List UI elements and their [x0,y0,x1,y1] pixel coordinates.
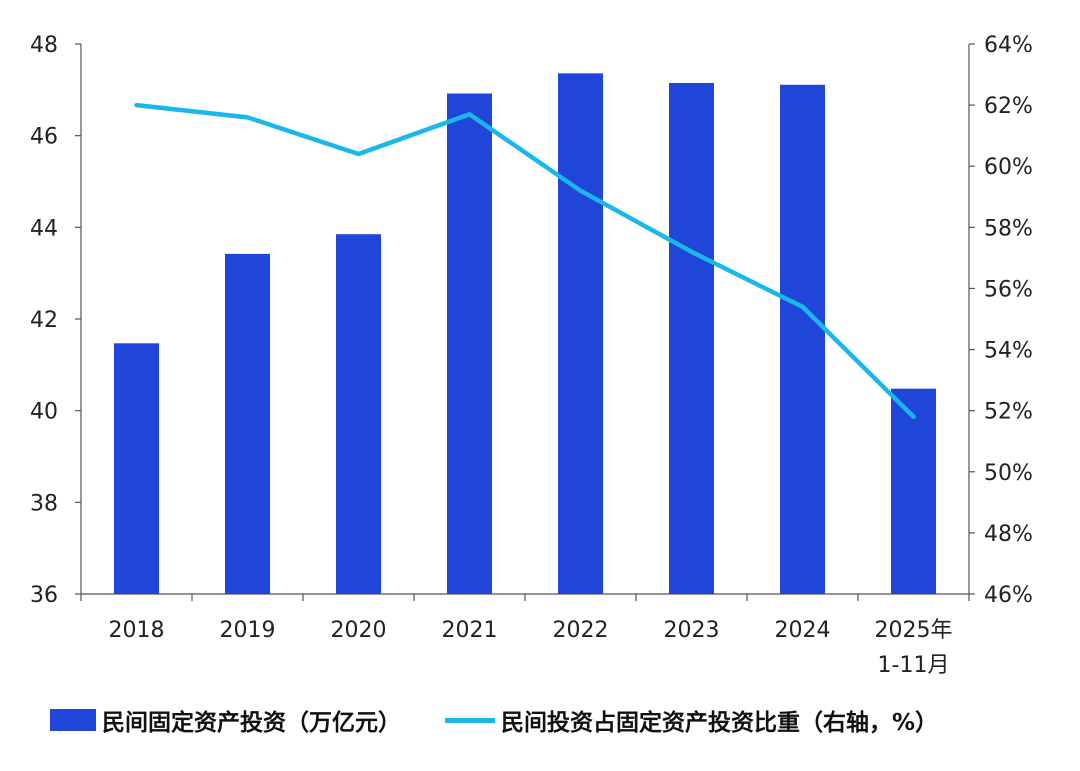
left-tick-label: 48 [30,33,58,58]
left-tick-label: 42 [30,308,58,333]
bar [780,84,825,595]
right-tick-label: 62% [984,94,1033,119]
left-tick-label: 40 [30,400,58,425]
right-tick-label: 54% [984,339,1033,364]
line-series [134,102,916,420]
bar [225,253,270,594]
bar [336,234,381,595]
x-tick-label: 2019 [220,618,276,643]
right-tick-label: 58% [984,216,1033,241]
bar [558,73,603,595]
legend: 民间固定资产投资（万亿元） 民间投资占固定资产投资比重（右轴，%） [50,703,1070,737]
right-tick-label: 60% [984,155,1033,180]
right-tick-label: 52% [984,400,1033,425]
bar-series [114,73,936,595]
bar [669,82,714,594]
left-tick-label: 36 [30,583,58,608]
right-tick-label: 50% [984,461,1033,486]
right-tick-label: 56% [984,277,1033,302]
bar [447,93,492,594]
right-tick-label: 64% [984,33,1033,58]
legend-label-line: 民间投资占固定资产投资比重（右轴，%） [501,710,939,736]
combo-chart: 36 38 40 42 44 46 48 46% 48% 50% 52% 54% 56% 58% 60% 62… [30,33,1033,678]
bar [114,343,159,594]
right-tick-label: 48% [984,522,1033,547]
x-tick-label: 2024 [775,618,831,643]
left-tick-label: 46 [30,125,58,150]
x-tick-label: 2018 [109,618,165,643]
legend-item-bar: 民间固定资产投资（万亿元） [50,703,401,737]
legend-label-bar: 民间固定资产投资（万亿元） [102,710,401,736]
line-path [134,102,916,420]
tick-labels: 36 38 40 42 44 46 48 46% 48% 50% 52% 54% 56% 58% 60% 62… [30,33,1033,678]
x-tick-label: 1-11月 [878,653,950,678]
left-tick-label: 38 [30,491,58,516]
x-tick-label: 2025年 [875,618,953,643]
bar [891,388,936,594]
x-tick-label: 2020 [331,618,387,643]
legend-swatch-line [445,717,495,723]
legend-item-line: 民间投资占固定资产投资比重（右轴，%） [445,703,938,737]
axes [75,43,975,601]
x-tick-label: 2021 [442,618,498,643]
legend-swatch-bar [50,709,96,731]
x-tick-label: 2022 [553,618,609,643]
left-tick-label: 44 [30,216,58,241]
right-tick-label: 46% [984,583,1033,608]
x-tick-label: 2023 [664,618,720,643]
